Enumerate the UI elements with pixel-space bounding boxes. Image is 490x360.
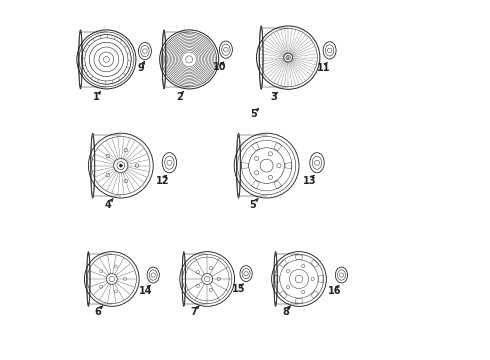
Text: 11: 11 <box>317 63 330 73</box>
Text: 14: 14 <box>139 285 153 296</box>
Text: 2: 2 <box>176 92 183 102</box>
Text: 5: 5 <box>250 109 257 120</box>
Text: 13: 13 <box>303 176 317 186</box>
Circle shape <box>119 164 122 167</box>
Text: 9: 9 <box>137 63 144 73</box>
Text: 15: 15 <box>232 284 245 294</box>
Text: 10: 10 <box>213 62 226 72</box>
Text: 7: 7 <box>191 307 197 318</box>
Text: 12: 12 <box>155 176 169 186</box>
Text: 6: 6 <box>94 307 101 318</box>
Text: 1: 1 <box>93 92 100 102</box>
Text: 4: 4 <box>105 200 112 210</box>
Text: 5: 5 <box>249 200 256 210</box>
Text: 3: 3 <box>270 92 277 102</box>
Text: 8: 8 <box>282 307 289 318</box>
Text: 16: 16 <box>328 285 342 296</box>
